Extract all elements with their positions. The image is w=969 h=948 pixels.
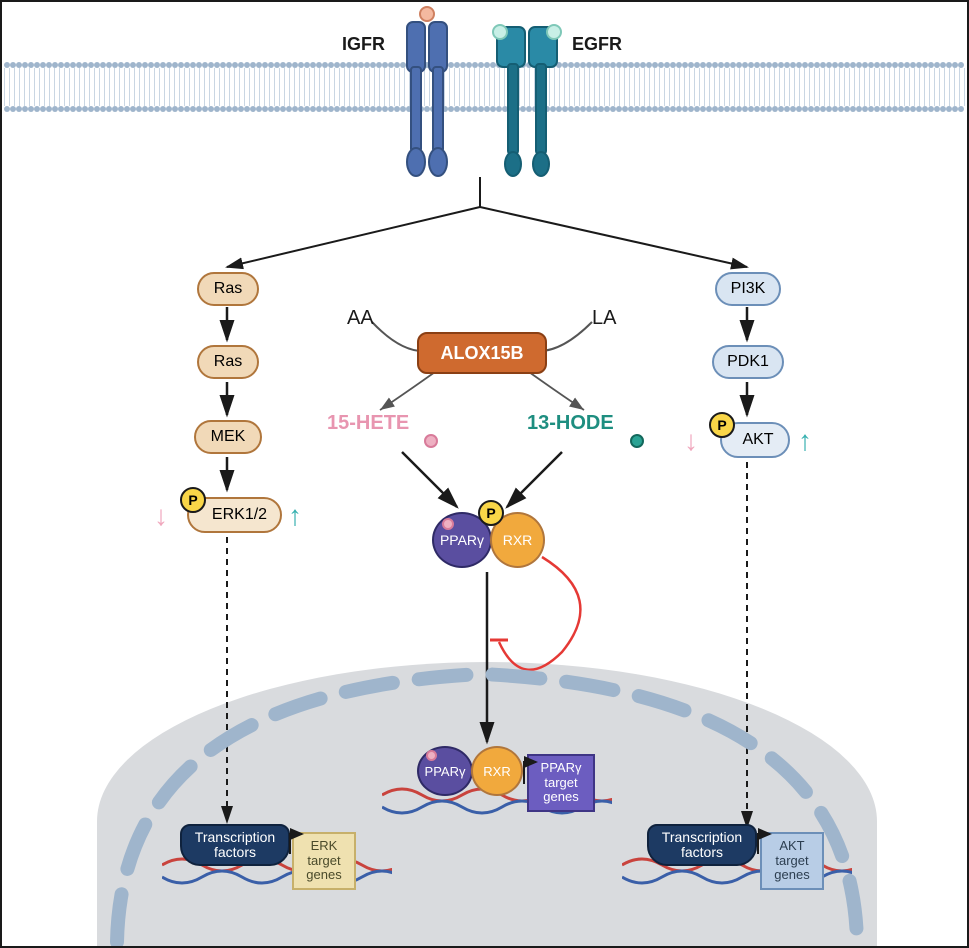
node-mek: MEK [194,420,262,454]
hete-dot-icon [424,434,438,448]
tf-left: Transcriptionfactors [180,824,290,866]
phospho-akt-icon: P [709,412,735,438]
hode-dot-icon [630,434,644,448]
erk-target-genes: ERKtargetgenes [292,832,356,890]
node-pdk1: PDK1 [712,345,784,379]
up-arrow-teal-icon-2: ↑ [798,425,812,457]
hode-label: 13-HODE [527,412,614,435]
aa-label: AA [347,307,374,330]
cell-membrane [4,62,965,112]
phospho-ppar-icon: P [478,500,504,526]
hete-label: 15-HETE [327,412,409,435]
phospho-erk-icon: P [180,487,206,513]
ppar-ligand-nucleus-dot-icon [426,750,437,761]
la-label: LA [592,307,616,330]
up-arrow-teal-icon: ↑ [288,500,302,532]
node-ras-2: Ras [197,345,259,379]
tf-right: Transcriptionfactors [647,824,757,866]
ppar-target-genes: PPARγtargetgenes [527,754,595,812]
node-pi3k: PI3K [715,272,781,306]
node-alox15b: ALOX15B [417,332,547,374]
down-arrow-pink-icon-2: ↓ [684,425,698,457]
node-ras-1: Ras [197,272,259,306]
egfr-label: EGFR [572,34,622,55]
node-rxr-nucleus: RXR [471,746,523,796]
akt-target-genes: AKTtargetgenes [760,832,824,890]
down-arrow-pink-icon: ↓ [154,500,168,532]
diagram-canvas: IGFR EGFR [0,0,969,948]
igfr-label: IGFR [342,34,385,55]
ppar-ligand-dot-icon [442,518,454,530]
